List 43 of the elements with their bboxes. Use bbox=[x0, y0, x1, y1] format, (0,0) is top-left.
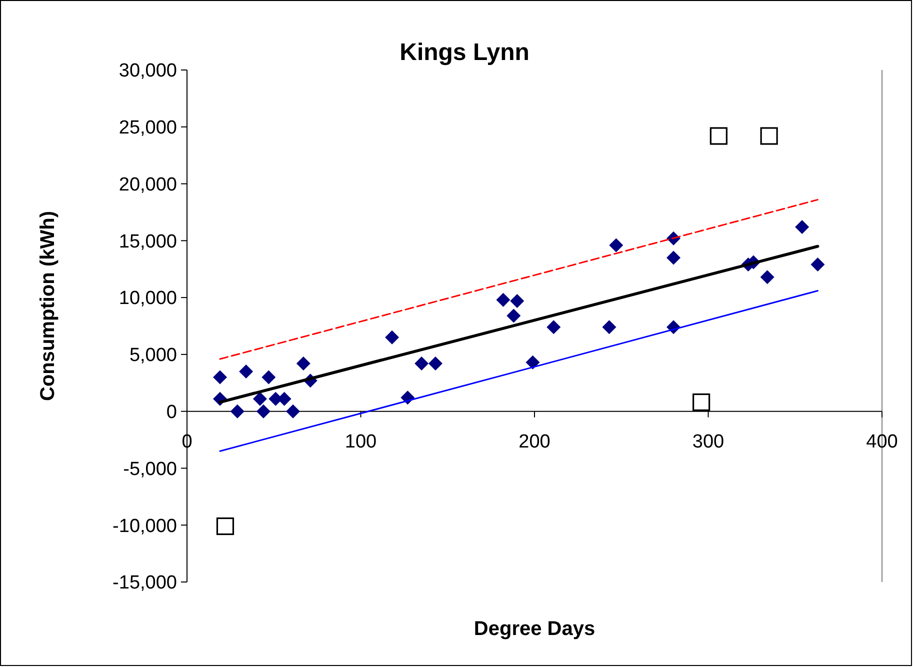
y-tick-label: 5,000 bbox=[129, 345, 177, 366]
point bbox=[230, 404, 244, 418]
point bbox=[760, 270, 774, 284]
point bbox=[213, 370, 228, 384]
y-tick-label: 30,000 bbox=[118, 60, 177, 82]
point bbox=[286, 404, 300, 418]
point bbox=[506, 308, 521, 323]
point bbox=[795, 220, 810, 234]
x-tick-label: 300 bbox=[692, 431, 724, 452]
x-tick-label: 200 bbox=[518, 431, 550, 452]
y-tick-label: 10,000 bbox=[118, 288, 177, 310]
point bbox=[496, 292, 510, 307]
x-tick-label: 100 bbox=[344, 431, 377, 452]
point bbox=[810, 258, 825, 272]
y-tick-label: 15,000 bbox=[118, 231, 177, 252]
point bbox=[666, 250, 680, 265]
point bbox=[296, 356, 310, 371]
point bbox=[428, 356, 442, 371]
y-tick-label: 25,000 bbox=[118, 118, 177, 139]
x-tick-label: 400 bbox=[866, 431, 898, 452]
point bbox=[602, 320, 616, 334]
y-tick-label: -10,000 bbox=[112, 516, 177, 537]
point bbox=[256, 404, 270, 418]
point bbox=[760, 127, 778, 145]
y-tick-label: -15,000 bbox=[112, 572, 177, 594]
y-axis-title: Consumption (kWh) bbox=[37, 211, 59, 401]
point bbox=[252, 392, 267, 406]
chart-title: Kings Lynn bbox=[400, 39, 530, 66]
point bbox=[609, 238, 624, 252]
point bbox=[414, 356, 429, 371]
point bbox=[385, 330, 400, 344]
point bbox=[262, 370, 276, 384]
y-tick-label: 20,000 bbox=[118, 174, 177, 196]
point bbox=[692, 393, 710, 412]
point bbox=[510, 294, 524, 308]
y-tick-label: 0 bbox=[166, 402, 177, 423]
point bbox=[546, 320, 561, 334]
y-tick-label: -5,000 bbox=[123, 458, 177, 480]
point bbox=[710, 127, 728, 145]
point bbox=[526, 355, 540, 370]
point bbox=[216, 517, 234, 536]
point bbox=[239, 364, 254, 379]
x-axis-title: Degree Days bbox=[474, 618, 596, 640]
